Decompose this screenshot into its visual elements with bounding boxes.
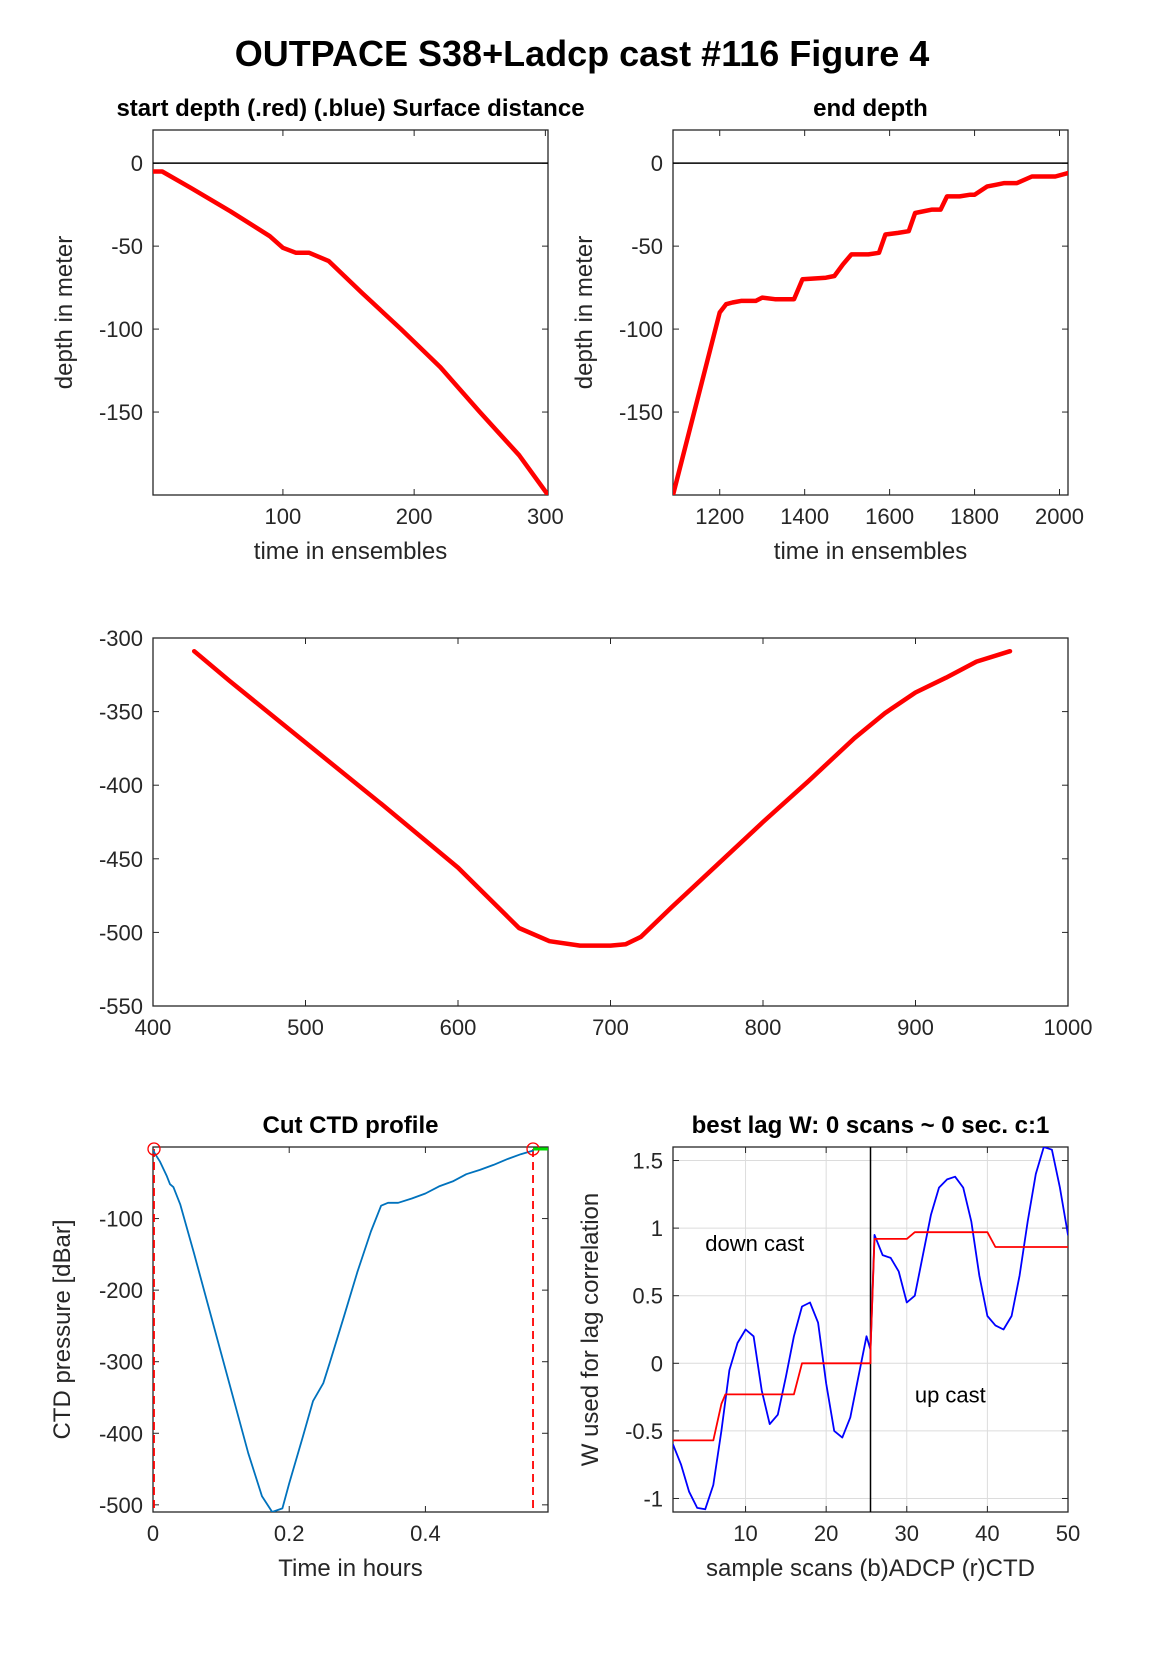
x-tick-label: 1600 — [865, 504, 914, 529]
y-axis-label: depth in meter — [571, 236, 598, 389]
y-tick-label: -300 — [99, 626, 143, 651]
x-axis-label: sample scans (b)ADCP (r)CTD — [706, 1555, 1035, 1582]
y-tick-label: 0 — [131, 151, 143, 176]
x-tick-label: 400 — [135, 1015, 172, 1040]
y-tick-label: -1 — [643, 1486, 663, 1511]
x-tick-label: 600 — [440, 1015, 477, 1040]
y-axis-label: W used for lag correlation — [577, 1193, 604, 1466]
x-tick-label: 40 — [975, 1521, 999, 1546]
x-tick-label: 800 — [745, 1015, 782, 1040]
y-tick-label: -500 — [99, 1493, 143, 1518]
x-axis-label: time in ensembles — [774, 538, 967, 565]
series-line-red — [191, 648, 1013, 948]
y-tick-label: -550 — [99, 994, 143, 1019]
start-depth-chart: 100 200 300 0 -50 -100 -150 start depth (.red) … — [51, 95, 585, 565]
data-layer — [153, 162, 548, 495]
annotation-label: down cast — [705, 1231, 804, 1256]
best-lag-chart: 10 20 30 40 50 1.5 1 0.5 0 -0.5 -1 best lag W: 0 sc… — [577, 1112, 1080, 1582]
y-tick-label: -500 — [99, 920, 143, 945]
annotation-label: up cast — [915, 1383, 986, 1408]
y-tick-label: 0.5 — [632, 1284, 663, 1309]
x-tick-label: 200 — [396, 504, 433, 529]
x-tick-label: 0.2 — [274, 1521, 305, 1546]
y-tick-label: -100 — [619, 317, 663, 342]
plot-title: start depth (.red) (.blue) Surface dista… — [116, 95, 584, 122]
y-tick-label: -400 — [99, 1421, 143, 1446]
bottom-track-chart: 400 500 600 700 800 900 1000 -300 -350 -400 -450 -5… — [99, 626, 1093, 1040]
x-tick-label: 1000 — [1044, 1015, 1093, 1040]
y-tick-label: -100 — [99, 317, 143, 342]
data-layer — [673, 1147, 1068, 1512]
y-tick-label: -150 — [619, 400, 663, 425]
y-tick-label: -350 — [99, 700, 143, 725]
x-tick-label: 700 — [592, 1015, 629, 1040]
cut-ctd-chart: 0 0.2 0.4 -100 -200 -300 -400 -500 Cut CTD profi… — [49, 1112, 549, 1582]
plot-frame — [152, 129, 549, 496]
series-line-red — [153, 169, 548, 495]
y-tick-label: 0 — [651, 1351, 663, 1376]
x-tick-label: 1800 — [950, 504, 999, 529]
x-tick-label: 2000 — [1035, 504, 1084, 529]
x-tick-label: 500 — [287, 1015, 324, 1040]
plot-title: Cut CTD profile — [263, 1112, 439, 1139]
series-line-ctd — [153, 1149, 534, 1512]
x-tick-label: 1400 — [780, 504, 829, 529]
y-tick-label: -100 — [99, 1207, 143, 1232]
series-line-red — [673, 170, 1068, 495]
y-tick-label: -200 — [99, 1278, 143, 1303]
end-depth-chart: 1200 1400 1600 1800 2000 0 -50 -100 -150 end dept… — [571, 95, 1084, 565]
plot-frame — [152, 1146, 549, 1513]
x-tick-label: 20 — [814, 1521, 838, 1546]
data-layer — [673, 162, 1068, 495]
y-tick-label: -50 — [111, 234, 143, 259]
plot-title: end depth — [813, 95, 928, 122]
y-axis-label: depth in meter — [51, 236, 78, 389]
plot-title: best lag W: 0 scans ~ 0 sec. c:1 — [692, 1112, 1050, 1139]
plot-frame — [672, 129, 1069, 496]
x-tick-label: 30 — [895, 1521, 919, 1546]
cut-marker — [147, 1142, 161, 1156]
y-tick-label: 1 — [651, 1216, 663, 1241]
x-tick-label: 1200 — [695, 504, 744, 529]
y-tick-label: -300 — [99, 1350, 143, 1375]
x-tick-label: 100 — [265, 504, 302, 529]
data-layer — [191, 648, 1013, 948]
y-tick-label: -150 — [99, 400, 143, 425]
x-tick-label: 10 — [733, 1521, 757, 1546]
plot-frame — [152, 637, 1069, 1007]
y-tick-label: -0.5 — [625, 1419, 663, 1444]
y-tick-label: -400 — [99, 773, 143, 798]
x-tick-label: 50 — [1056, 1521, 1080, 1546]
x-tick-label: 0 — [147, 1521, 159, 1546]
y-tick-label: -50 — [631, 234, 663, 259]
y-tick-label: 1.5 — [632, 1149, 663, 1174]
x-tick-label: 300 — [527, 504, 564, 529]
x-tick-label: 0.4 — [410, 1521, 441, 1546]
y-tick-label: 0 — [651, 151, 663, 176]
y-tick-label: -450 — [99, 847, 143, 872]
series-line-ctd — [673, 1231, 1068, 1442]
x-axis-label: Time in hours — [278, 1555, 423, 1582]
x-tick-label: 900 — [897, 1015, 934, 1040]
data-layer — [153, 1149, 534, 1512]
y-axis-label: CTD pressure [dBar] — [49, 1219, 76, 1439]
x-axis-label: time in ensembles — [254, 538, 447, 565]
figure-title: OUTPACE S38+Ladcp cast #116 Figure 4 — [235, 33, 930, 74]
